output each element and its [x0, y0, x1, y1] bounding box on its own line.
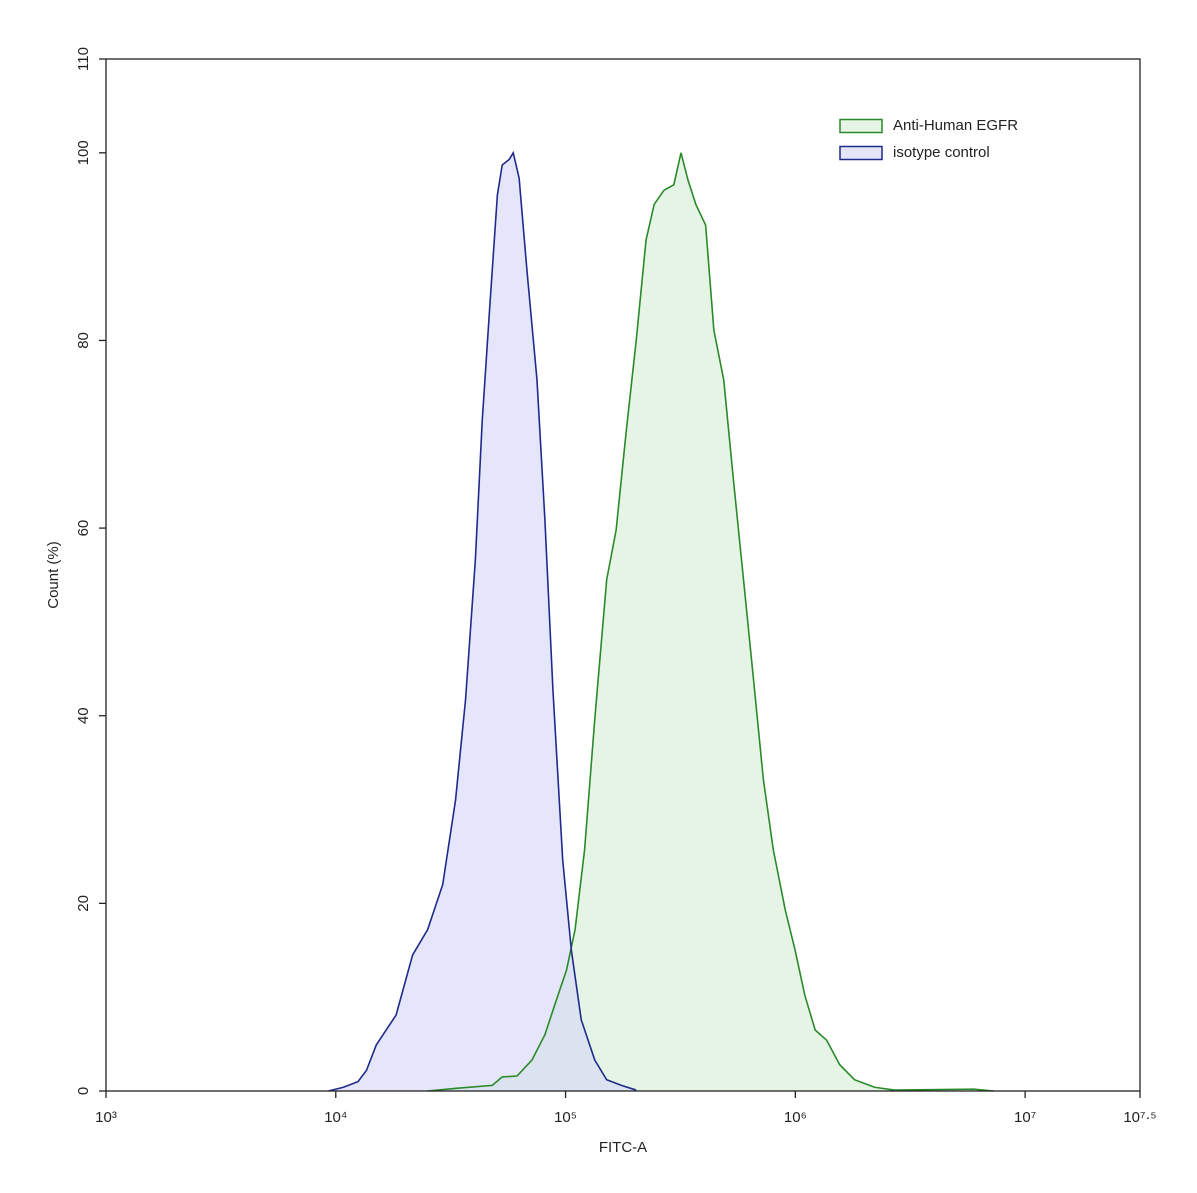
y-tick-label: 100: [75, 140, 92, 165]
y-tick-label: 20: [75, 895, 92, 912]
x-tick-label: 10⁶: [784, 1109, 807, 1126]
area-fill: [427, 152, 994, 1091]
x-tick-label: 10⁴: [324, 1109, 347, 1126]
legend-swatch: [839, 118, 883, 134]
y-tick-label: 0: [75, 1087, 92, 1095]
x-tick-label: 10⁵: [554, 1109, 577, 1126]
plot-frame: [105, 58, 1141, 1092]
area-fill: [328, 152, 637, 1091]
legend-label: Anti-Human EGFR: [893, 117, 1018, 134]
x-tick-label: 10⁷·⁵: [1123, 1109, 1156, 1126]
y-tick-label: 80: [75, 332, 92, 349]
x-tick-label: 10⁷: [1014, 1109, 1036, 1126]
x-tick-label: 10³: [95, 1109, 117, 1126]
y-tick-label: 40: [75, 707, 92, 724]
y-tick-label: 110: [75, 47, 92, 71]
legend-swatch: [839, 145, 883, 161]
series-line: [328, 150, 637, 1092]
legend-label: isotype control: [893, 144, 990, 161]
x-axis-label: FITC-A: [599, 1139, 647, 1156]
y-axis-label: Count (%): [45, 541, 62, 609]
series-line: [427, 152, 994, 1092]
y-tick-label: 60: [75, 520, 92, 537]
